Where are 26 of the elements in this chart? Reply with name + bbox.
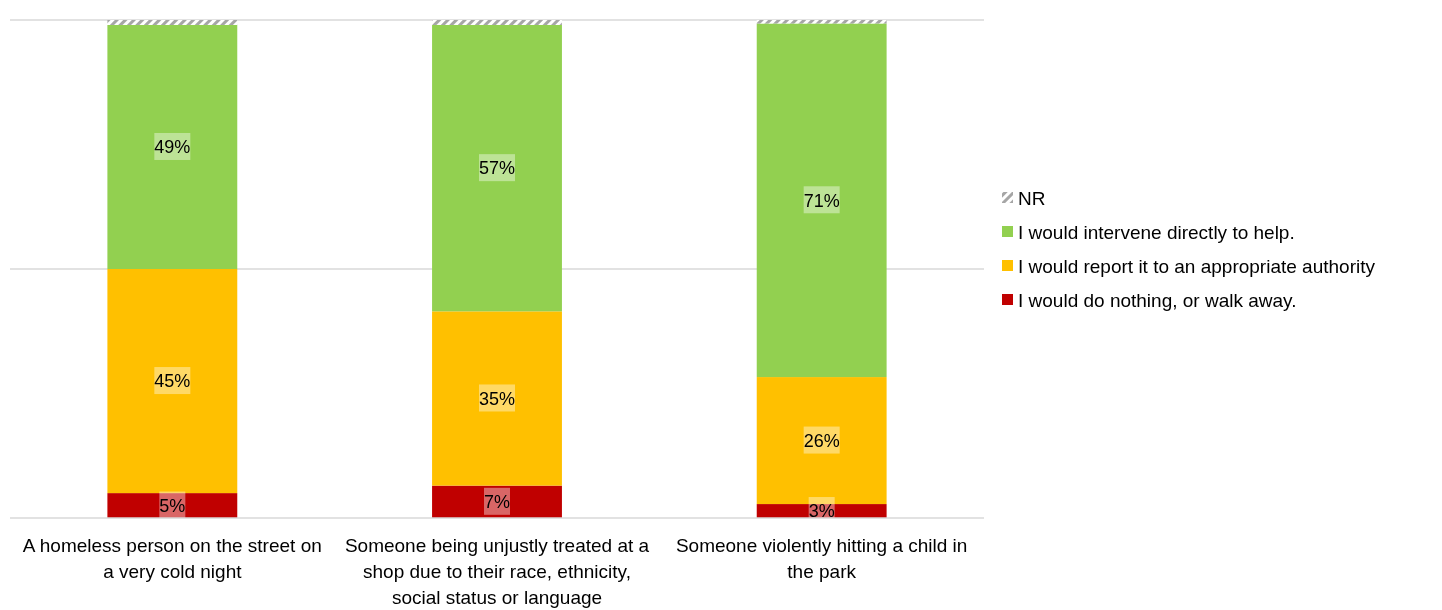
data-label: 35%: [478, 388, 516, 409]
bar: [756, 377, 887, 505]
legend-label: I would intervene directly to help.: [1018, 221, 1295, 243]
data-label: 49%: [154, 137, 191, 158]
bar: [107, 24, 238, 269]
x-tick-label: Someone violently hitting a child in the park: [675, 535, 968, 582]
bar: [432, 24, 562, 312]
bar: [432, 311, 562, 486]
bar: [107, 493, 238, 518]
bar: [756, 23, 887, 378]
bar: [107, 269, 238, 494]
data-label: 26%: [803, 430, 840, 451]
legend-label: I would do nothing, or walk away.: [1018, 289, 1297, 311]
legend-label: I would report it to an appropriate authority: [1018, 255, 1376, 277]
data-label: 71%: [803, 190, 840, 211]
bar: [432, 485, 562, 518]
legend-label: NR: [1018, 187, 1046, 209]
data-label: 5%: [159, 495, 186, 516]
data-label: 7%: [483, 492, 511, 513]
data-label: 3%: [808, 501, 835, 522]
data-label: 57%: [478, 158, 516, 179]
bar: [432, 20, 562, 25]
x-tick-label: A homeless person on the street on a very cold night: [22, 535, 322, 582]
data-label: 45%: [154, 371, 191, 392]
bar: [107, 20, 238, 25]
x-tick-label: Someone being unjustly treated at a shop due to their race, ethnicity, social status or language: [344, 535, 650, 608]
